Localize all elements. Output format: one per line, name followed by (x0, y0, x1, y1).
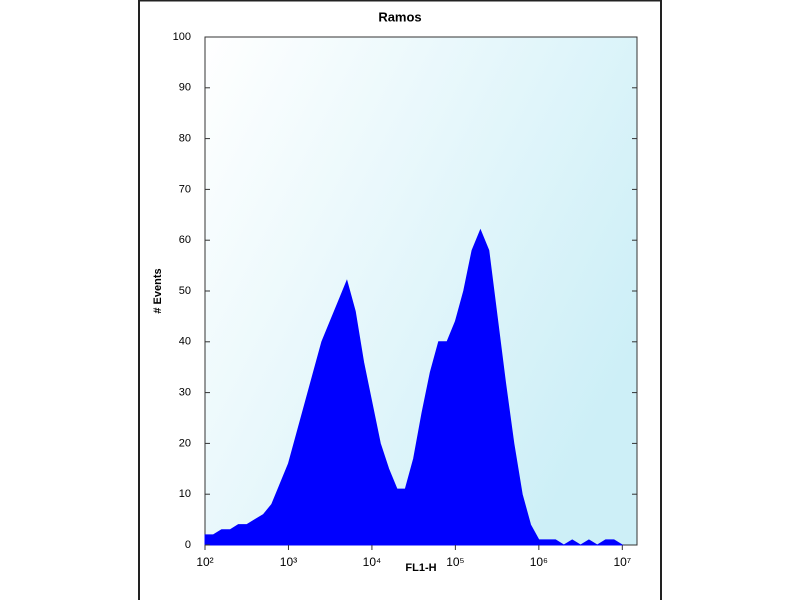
y-axis-label: # Events (152, 268, 164, 313)
y-tick-label: 20 (179, 437, 191, 449)
y-tick-label: 70 (179, 183, 191, 195)
y-tick-label: 100 (173, 31, 191, 43)
x-tick-label: 10⁵ (446, 555, 464, 569)
y-tick-label: 50 (179, 285, 191, 297)
histogram-area (204, 228, 625, 546)
x-tick-label: 10⁶ (530, 555, 548, 569)
y-tick-label: 30 (179, 387, 191, 399)
chart-title: Ramos (378, 9, 421, 24)
x-tick-label: 10² (196, 555, 213, 569)
y-tick-label: 0 (185, 539, 191, 551)
y-tick-label: 80 (179, 133, 191, 145)
x-tick-label: 10⁷ (613, 555, 631, 569)
x-tick-label: 10³ (280, 555, 297, 569)
x-axis-label: FL1-H (405, 562, 436, 574)
y-tick-label: 60 (179, 234, 191, 246)
y-tick-label: 10 (179, 488, 191, 500)
y-tick-label: 40 (179, 336, 191, 348)
x-tick-label: 10⁴ (363, 555, 382, 569)
y-tick-label: 90 (179, 82, 191, 94)
